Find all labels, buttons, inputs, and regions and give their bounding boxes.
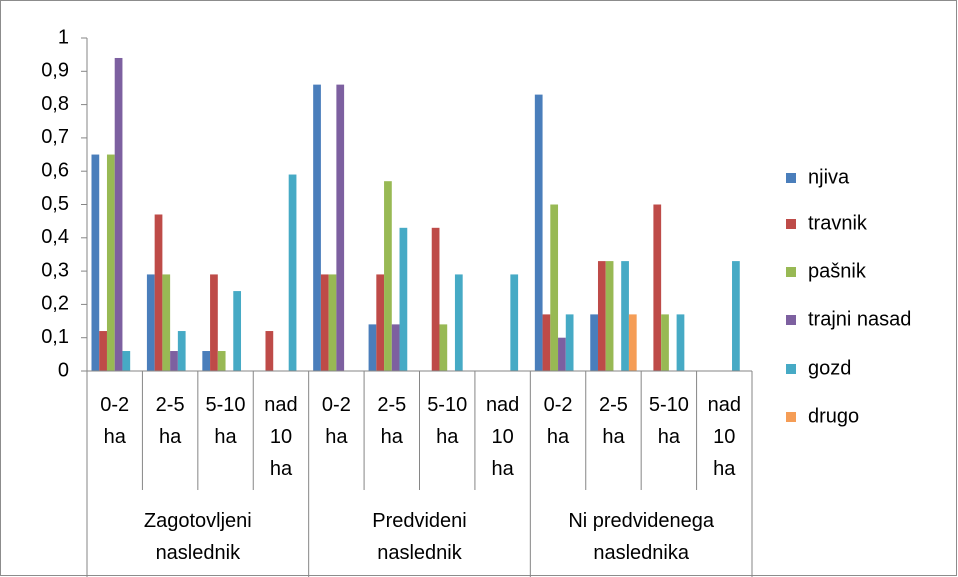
bar [162,274,171,371]
bar [146,274,155,371]
bar [91,154,100,371]
bar [439,324,448,371]
bar [177,331,186,371]
bar [653,204,662,371]
y-tick-label: 0,6 [41,159,69,181]
bar [99,331,107,371]
bar [320,274,329,371]
bar [265,331,274,371]
bar [542,314,551,371]
x-tick-label: 5-10 ha [206,394,246,448]
y-tick-label: 0 [58,359,69,381]
bar [391,324,400,371]
y-tick-label: 0,8 [41,93,69,115]
bar [661,314,669,371]
bar [233,291,242,371]
legend-label: njiva [808,166,850,188]
bar [106,154,115,371]
x-tick-label: 2-5 ha [156,394,185,448]
bar [510,274,519,371]
legend-swatch [786,173,796,183]
y-tick-label: 0,5 [41,193,69,215]
x-tick-label: 0-2 ha [544,394,573,448]
y-tick-label: 0,1 [41,326,69,348]
y-tick-label: 0,9 [41,60,69,82]
y-tick-label: 0,4 [41,226,69,248]
bar [384,181,392,371]
bar [154,214,163,371]
bar [558,337,566,371]
x-tick-label: nad 10 ha [264,394,297,480]
bar [454,274,463,371]
legend-swatch [786,267,796,277]
y-tick-label: 0,2 [41,293,69,315]
x-tick-label: nad 10 ha [486,394,519,480]
legend-label: drugo [808,405,859,427]
bar [605,261,614,371]
legend-swatch [786,364,796,374]
bar [376,274,385,371]
bar [336,84,345,372]
bar [202,351,211,371]
y-tick-label: 0,7 [41,126,69,148]
bar [210,274,218,371]
x-tick-label: 5-10 ha [427,394,467,448]
legend-swatch [786,219,796,229]
bar [628,314,637,371]
bar [534,94,543,372]
bar [676,314,685,371]
bar [597,261,606,371]
bar [122,351,131,371]
bar [217,351,226,371]
bar [114,57,123,371]
bar [170,351,178,371]
legend-label: gozd [808,357,851,379]
bar [590,314,598,371]
x-tick-label: 5-10 ha [649,394,689,448]
bar [368,324,377,371]
group-label: Zagotovljeni naslednik [144,510,252,564]
bar [288,174,297,371]
x-tick-label: 0-2 ha [322,394,351,448]
y-tick-label: 1 [58,26,69,48]
legend-swatch [786,412,796,422]
bar [565,314,574,371]
bar [328,274,337,371]
x-tick-label: 2-5 ha [599,394,628,448]
bar [732,261,740,371]
bar [313,84,321,372]
legend-label: travnik [808,212,868,234]
y-tick-label: 0,3 [41,259,69,281]
x-tick-label: 0-2 ha [100,394,129,448]
legend-label: pašnik [808,260,867,282]
group-label: Predvideni naslednik [372,510,467,564]
x-tick-label: nad 10 ha [708,394,741,480]
bar [399,227,408,371]
legend-label: trajni nasad [808,308,911,330]
legend-swatch [786,315,796,325]
x-tick-label: 2-5 ha [377,394,406,448]
bar [621,261,629,371]
bar [431,227,440,371]
bar [550,204,559,371]
group-label: Ni predvidenega naslednika [568,510,715,564]
